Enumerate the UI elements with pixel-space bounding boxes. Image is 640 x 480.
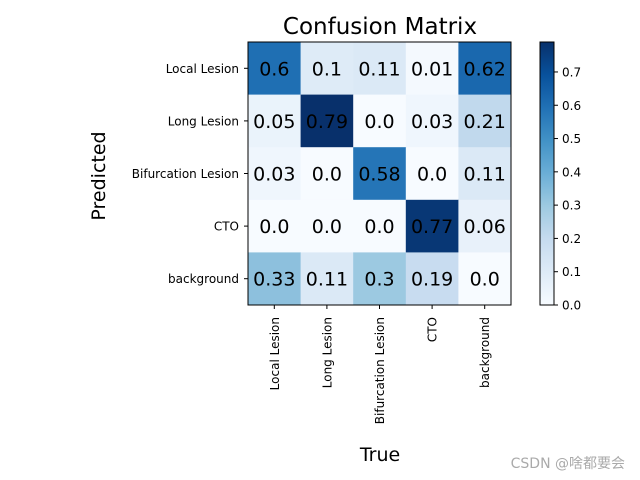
- heatmap-cell: [248, 42, 301, 95]
- cell-value-label: 0.0: [259, 216, 289, 238]
- cell-value-label: 0.01: [411, 58, 453, 80]
- heatmap-cell: [405, 199, 459, 253]
- x-tick-label: background: [478, 317, 492, 388]
- colorbar-tick-label: 0.3: [562, 199, 581, 213]
- cell-value-label: 0.03: [253, 164, 295, 186]
- cell-value-label: 0.0: [364, 111, 394, 133]
- colorbar-tick-label: 0.4: [562, 165, 581, 179]
- cell-value-label: 0.77: [411, 216, 453, 238]
- heatmap-cell: [405, 252, 459, 306]
- heatmap-cell: [405, 42, 459, 95]
- cell-value-label: 0.05: [253, 111, 295, 133]
- cell-value-label: 0.3: [364, 269, 394, 291]
- cell-value-label: 0.33: [253, 269, 295, 291]
- heatmap-cell: [248, 252, 301, 306]
- colorbar-ticks: 0.0 0.1 0.2 0.3 0.4 0.5 0.6 0.7: [554, 65, 581, 313]
- heatmap-cell: [300, 147, 354, 201]
- heatmap-cell: [353, 252, 407, 306]
- cell-value-label: 0.0: [417, 164, 447, 186]
- colorbar: [539, 41, 555, 306]
- cell-value-label: 0.0: [312, 216, 342, 238]
- heatmap-cell: [248, 199, 301, 253]
- heatmap-cell: [300, 199, 354, 253]
- y-tick-label: Long Lesion: [168, 114, 239, 128]
- cell-value-label: 0.79: [306, 111, 348, 133]
- cell-value-label: 0.0: [312, 164, 342, 186]
- heatmap-cell: [353, 147, 407, 201]
- heatmap-cell: [353, 42, 407, 95]
- colorbar-tick-label: 0.0: [562, 299, 581, 313]
- cell-value-label: 0.62: [464, 58, 506, 80]
- heatmap-cell: [353, 94, 407, 148]
- cell-value-label: 0.11: [358, 58, 400, 80]
- cell-value-label: 0.19: [411, 269, 453, 291]
- y-tick-label: Local Lesion: [166, 62, 239, 76]
- y-axis-label: Predicted: [88, 131, 110, 220]
- x-axis-ticks: Local Lesion Long Lesion Bifurcation Lesio…: [268, 305, 492, 424]
- cell-value-label: 0.21: [464, 111, 506, 133]
- heatmap-cell: [353, 199, 407, 253]
- heatmap-cell: [458, 252, 512, 306]
- x-tick-label: Local Lesion: [268, 317, 282, 390]
- cell-value-label: 0.11: [464, 164, 506, 186]
- x-tick-label: CTO: [426, 317, 440, 342]
- heatmap-cell: [458, 199, 512, 253]
- cell-value-label: 0.1: [312, 58, 342, 80]
- cell-value-label: 0.6: [259, 58, 289, 80]
- heatmap-cell: [405, 147, 459, 201]
- watermark: CSDN @啥都要会: [511, 456, 625, 472]
- heatmap-cells: [248, 42, 512, 306]
- colorbar-tick-label: 0.7: [562, 65, 581, 79]
- heatmap-cell: [248, 147, 301, 201]
- colorbar-tick-label: 0.2: [562, 232, 581, 246]
- cell-value-label: 0.0: [364, 216, 394, 238]
- x-tick-label: Long Lesion: [320, 317, 334, 388]
- heatmap-cell: [458, 42, 512, 95]
- y-tick-label: CTO: [214, 220, 239, 234]
- heatmap-cell: [405, 94, 459, 148]
- colorbar-tick-label: 0.6: [562, 99, 581, 113]
- heatmap-cell-labels: 0.6 0.1 0.11 0.01 0.62 0.05 0.79 0.0 0.03 0.21 0.0…: [253, 58, 506, 290]
- x-tick-label: Bifurcation Lesion: [373, 317, 387, 424]
- cell-value-label: 0.03: [411, 111, 453, 133]
- x-axis-label: True: [359, 444, 400, 466]
- y-tick-label: Bifurcation Lesion: [132, 167, 239, 181]
- cell-value-label: 0.06: [464, 216, 506, 238]
- y-axis-ticks: Local Lesion Long Lesion Bifurcation Lesio…: [132, 62, 248, 286]
- heatmap-cell: [458, 147, 512, 201]
- cell-value-label: 0.58: [358, 164, 400, 186]
- chart-title: Confusion Matrix: [283, 14, 477, 40]
- cell-value-label: 0.11: [306, 269, 348, 291]
- colorbar-tick-label: 0.1: [562, 265, 581, 279]
- cell-value-label: 0.0: [470, 269, 500, 291]
- heatmap-cell: [300, 252, 354, 306]
- colorbar-tick-label: 0.5: [562, 132, 581, 146]
- heatmap-cell: [300, 94, 354, 148]
- heatmap-cell: [458, 94, 512, 148]
- heatmap-cell: [300, 42, 354, 95]
- heatmap-cell: [248, 94, 301, 148]
- y-tick-label: background: [168, 272, 239, 286]
